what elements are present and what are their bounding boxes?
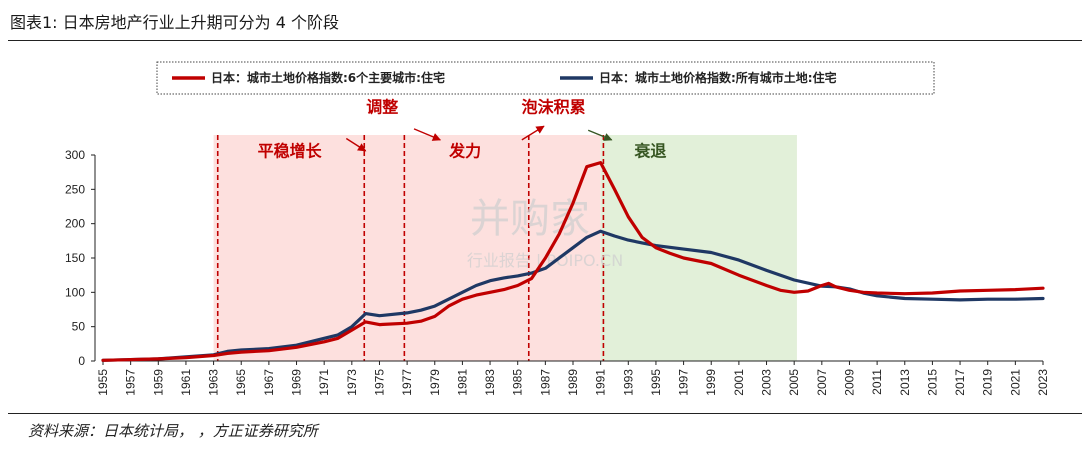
x-tick-label: 1987: [538, 369, 552, 396]
x-tick-label: 1963: [207, 369, 221, 396]
series-line-six-cities: [101, 161, 1045, 362]
phase-arrow-2: [521, 125, 545, 141]
series: [101, 161, 1045, 362]
axes: 0 50 100 150 200 250 300 1955 1957 1959 1961 1963 19…: [65, 148, 1050, 396]
phase-label-4: 衰退: [633, 141, 666, 160]
source-note: 资料来源：日本统计局， ，方正证券研究所: [28, 422, 318, 440]
y-tick-label: 250: [65, 182, 85, 196]
figure-title: 图表1: 日本房地产行业上升期可分为 4 个阶段: [10, 13, 340, 32]
bottom-divider: [8, 413, 1082, 414]
x-tick-label: 1985: [511, 369, 525, 396]
x-tick-label: 2005: [787, 369, 801, 396]
x-tick-label: 2017: [953, 369, 967, 396]
x-tick-label: 1999: [704, 369, 718, 396]
phase-label-1: 调整: [366, 97, 398, 116]
y-tick-label: 300: [65, 148, 85, 162]
y-tick-label: 150: [65, 251, 85, 265]
x-tick-label: 1991: [594, 369, 608, 396]
x-tick-label: 1971: [317, 369, 331, 396]
x-tick-label: 1995: [649, 369, 663, 396]
phase-arrow-3: [587, 129, 613, 141]
x-tick-label: 1981: [455, 369, 469, 396]
legend-box: [156, 61, 935, 95]
x-tick-label: 2013: [898, 369, 912, 396]
phase-band-0: [213, 135, 601, 361]
phase-label-2: 发力: [448, 141, 481, 160]
phase-label-0: 平稳增长: [258, 141, 323, 160]
x-tick-label: 1969: [290, 369, 304, 396]
x-tick-label: 1983: [483, 369, 497, 396]
y-tick-label: 50: [72, 320, 86, 334]
x-tick-label: 1979: [428, 369, 442, 396]
phase-label-3: 泡沫积累: [522, 97, 586, 116]
legend-label-blue: 日本：城市土地价格指数:所有城市土地:住宅: [599, 70, 837, 85]
x-tick-label: 2009: [842, 369, 856, 396]
x-tick-label: 1997: [677, 369, 691, 396]
x-tick-label: 2019: [981, 369, 995, 396]
x-tick-label: 1961: [179, 369, 193, 396]
x-tick-label: 2021: [1008, 369, 1022, 396]
x-tick-label: 1977: [400, 369, 414, 396]
phase-arrow-1: [413, 128, 442, 141]
x-tick-label: 1965: [234, 369, 248, 396]
phase-bands: [213, 135, 797, 361]
y-tick-label: 200: [65, 217, 85, 231]
x-tick-label: 2023: [1036, 369, 1050, 396]
phase-arrows: [345, 125, 613, 152]
top-divider: [8, 40, 1082, 41]
y-tick-label: 100: [65, 285, 85, 299]
legend-label-red: 日本：城市土地价格指数:6个主要城市:住宅: [211, 70, 445, 85]
watermark-brand: 并购家: [470, 196, 590, 242]
y-tick-label: 0: [78, 354, 85, 368]
x-tick-label: 2001: [732, 369, 746, 396]
x-tick-label: 1967: [262, 369, 276, 396]
x-tick-label: 1993: [621, 369, 635, 396]
x-tick-label: 1989: [566, 369, 580, 396]
x-tick-label: 1975: [372, 369, 386, 396]
phase-band-1: [600, 135, 797, 361]
x-tick-label: 2007: [815, 369, 829, 396]
x-tick-label: 2003: [760, 369, 774, 396]
x-tick-label: 1959: [151, 369, 165, 396]
x-tick-label: 2011: [870, 369, 884, 395]
x-tick-label: 2015: [925, 369, 939, 396]
x-tick-label: 1957: [124, 369, 138, 396]
phase-arrow-0: [345, 137, 367, 152]
x-tick-label: 1955: [96, 369, 110, 396]
x-tick-label: 1973: [345, 369, 359, 396]
legend: 日本：城市土地价格指数:6个主要城市:住宅 日本：城市土地价格指数:所有城市土地…: [156, 61, 935, 95]
